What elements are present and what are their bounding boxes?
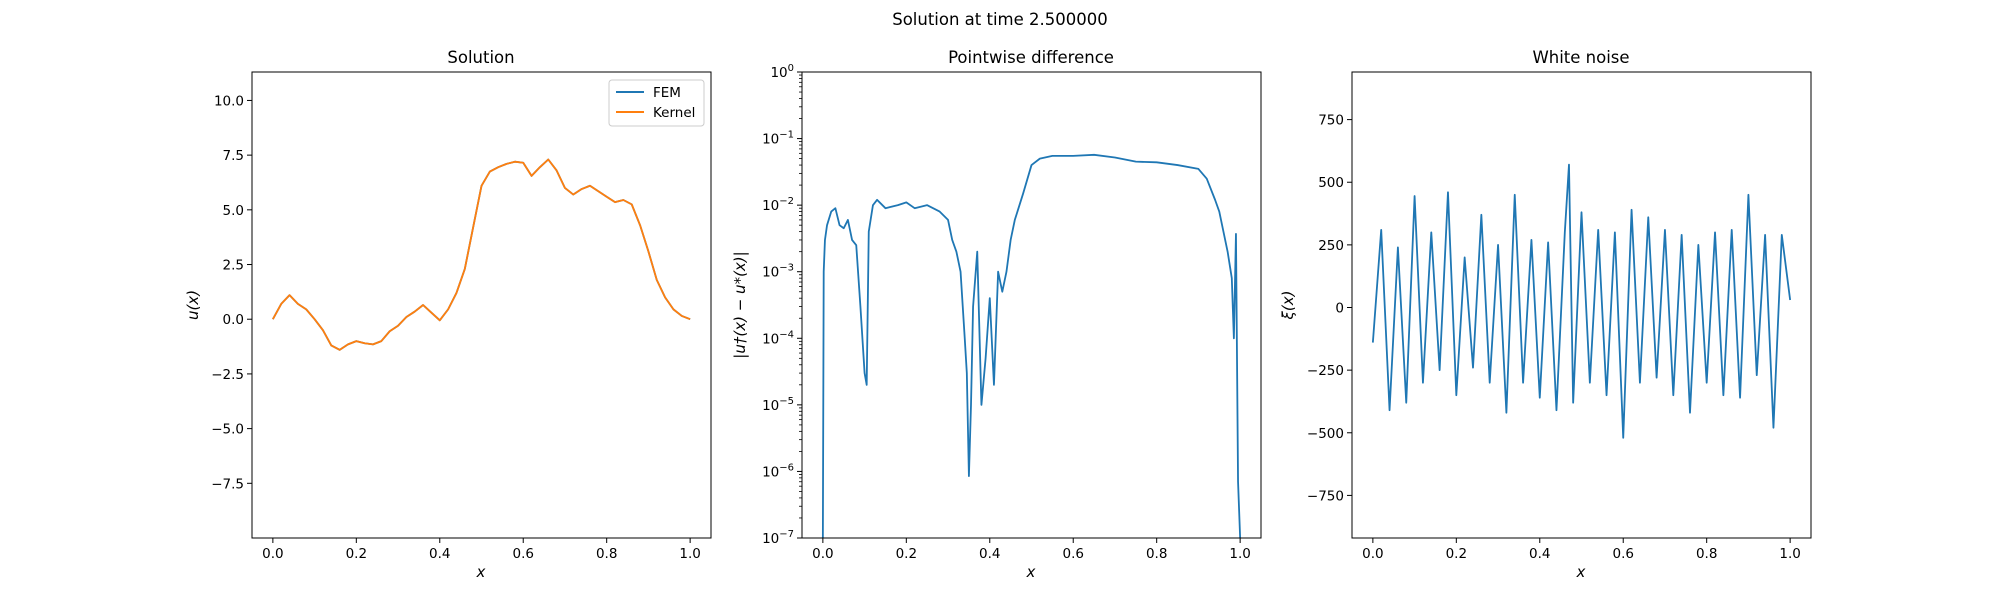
y-tick-label: −2.5 bbox=[211, 367, 244, 383]
panel-solution: Solution −7.5 −5.0 −2.5 0.0 2.5 5.0 7.5 10.0 0.… bbox=[184, 48, 712, 581]
x-tick-label: 0.0 bbox=[812, 546, 833, 562]
y-tick-label: 10−4 bbox=[762, 329, 794, 347]
panel-noise-frame bbox=[1351, 71, 1812, 539]
x-tick-label: 0.6 bbox=[512, 546, 533, 562]
y-tick-label: 5.0 bbox=[223, 203, 244, 219]
y-tick-label: 10−1 bbox=[762, 130, 794, 148]
x-tick-label: 0.6 bbox=[1612, 546, 1633, 562]
panel-solution-y-ticks: −7.5 −5.0 −2.5 0.0 2.5 5.0 7.5 10.0 bbox=[211, 93, 252, 492]
y-tick-label: 10−3 bbox=[762, 263, 794, 281]
y-tick-label: 10−6 bbox=[762, 462, 794, 480]
panel-difference-plot-area bbox=[821, 153, 1242, 539]
panel-solution-xlabel: x bbox=[476, 563, 486, 581]
y-tick-label: −500 bbox=[1307, 426, 1344, 442]
x-tick-label: 0.4 bbox=[429, 546, 450, 562]
x-tick-label: 0.2 bbox=[1446, 546, 1467, 562]
x-tick-label: 0.2 bbox=[346, 546, 367, 562]
panel-noise-xlabel: x bbox=[1576, 563, 1586, 581]
y-tick-label: 0.0 bbox=[223, 312, 244, 328]
panel-solution-frame bbox=[251, 71, 712, 539]
x-tick-label: 0.4 bbox=[979, 546, 1000, 562]
series-line-p2-0 bbox=[1371, 163, 1792, 439]
panel-noise-y-ticks: −750 −500 −250 0 250 500 750 bbox=[1307, 113, 1352, 504]
y-tick-label: 10−5 bbox=[762, 396, 794, 414]
x-tick-label: 0.0 bbox=[1362, 546, 1383, 562]
y-tick-label: −5.0 bbox=[211, 422, 244, 438]
y-tick-label: 250 bbox=[1318, 238, 1344, 254]
panel-noise-plot-area bbox=[1371, 163, 1792, 439]
x-tick-label: 0.2 bbox=[896, 546, 917, 562]
series-line-kernel bbox=[272, 158, 691, 351]
x-tick-label: 1.0 bbox=[1779, 546, 1800, 562]
panel-solution-title: Solution bbox=[447, 48, 514, 67]
y-tick-label: 750 bbox=[1318, 113, 1344, 129]
panel-noise-ylabel: ξ(x) bbox=[1279, 291, 1297, 321]
y-tick-label: 2.5 bbox=[223, 258, 244, 274]
panel-solution-ylabel: u(x) bbox=[184, 290, 202, 320]
legend-label-kernel: Kernel bbox=[653, 105, 695, 121]
panel-difference-ylabel: |u†(x) − u*(x)| bbox=[731, 251, 749, 358]
y-tick-label: 10−2 bbox=[762, 196, 794, 214]
x-tick-label: 0.4 bbox=[1529, 546, 1550, 562]
figure-suptitle: Solution at time 2.500000 bbox=[892, 10, 1108, 29]
panel-difference-xlabel: x bbox=[1026, 563, 1036, 581]
x-tick-label: 1.0 bbox=[679, 546, 700, 562]
panel-solution-legend: FEM Kernel bbox=[608, 79, 705, 127]
x-tick-label: 1.0 bbox=[1229, 546, 1250, 562]
y-tick-label: −7.5 bbox=[211, 476, 244, 492]
y-tick-label: −750 bbox=[1307, 488, 1344, 504]
panel-difference-x-ticks: 0.0 0.2 0.4 0.6 0.8 1.0 bbox=[812, 538, 1251, 562]
y-tick-label: 10.0 bbox=[214, 93, 244, 109]
y-tick-label: 500 bbox=[1318, 175, 1344, 191]
panel-solution-x-ticks: 0.0 0.2 0.4 0.6 0.8 1.0 bbox=[262, 538, 701, 562]
x-tick-label: 0.8 bbox=[596, 546, 617, 562]
x-tick-label: 0.8 bbox=[1146, 546, 1167, 562]
x-tick-label: 0.8 bbox=[1696, 546, 1717, 562]
y-tick-label: 7.5 bbox=[223, 148, 244, 164]
x-tick-label: 0.6 bbox=[1062, 546, 1083, 562]
panel-difference-frame bbox=[801, 71, 1262, 539]
panel-difference-title: Pointwise difference bbox=[948, 48, 1114, 67]
y-tick-label: −250 bbox=[1307, 363, 1344, 379]
series-line-p1-0 bbox=[821, 153, 1242, 539]
legend-label-fem: FEM bbox=[653, 85, 681, 101]
y-tick-label: 10−7 bbox=[762, 529, 794, 547]
y-tick-label: 100 bbox=[770, 63, 794, 81]
panel-solution-plot-area bbox=[272, 158, 691, 351]
panel-pointwise-difference: Pointwise difference 10−7 10−6 10−5 10−4 10−… bbox=[731, 48, 1262, 581]
y-tick-label: 0 bbox=[1335, 301, 1344, 317]
panel-noise-title: White noise bbox=[1532, 48, 1629, 67]
panel-noise-x-ticks: 0.0 0.2 0.4 0.6 0.8 1.0 bbox=[1362, 538, 1801, 562]
x-tick-label: 0.0 bbox=[262, 546, 283, 562]
